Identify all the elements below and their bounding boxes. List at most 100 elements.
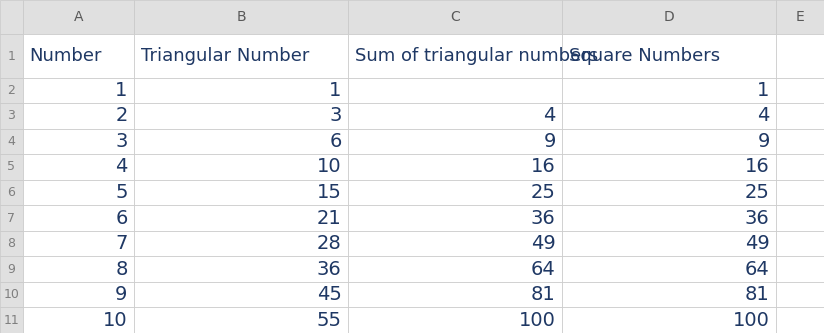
Text: 3: 3 bbox=[7, 110, 16, 123]
Bar bbox=[134, 35, 349, 78]
Bar bbox=[0, 103, 22, 129]
Bar bbox=[134, 78, 349, 103]
Bar bbox=[349, 282, 562, 307]
Text: 36: 36 bbox=[531, 208, 555, 227]
Text: 6: 6 bbox=[115, 208, 128, 227]
Bar bbox=[349, 154, 562, 180]
Text: 25: 25 bbox=[745, 183, 770, 202]
Bar bbox=[562, 154, 776, 180]
Text: B: B bbox=[236, 10, 246, 24]
Text: 9: 9 bbox=[115, 285, 128, 304]
Bar bbox=[562, 180, 776, 205]
Bar bbox=[22, 129, 134, 154]
Text: 3: 3 bbox=[330, 107, 342, 126]
Text: 7: 7 bbox=[115, 234, 128, 253]
Text: 4: 4 bbox=[115, 158, 128, 176]
Text: Triangular Number: Triangular Number bbox=[141, 47, 309, 65]
Bar bbox=[776, 231, 824, 256]
Bar bbox=[776, 78, 824, 103]
Bar bbox=[0, 35, 22, 78]
Text: 64: 64 bbox=[745, 260, 770, 279]
Text: 8: 8 bbox=[115, 260, 128, 279]
Text: 9: 9 bbox=[543, 132, 555, 151]
Text: 4: 4 bbox=[7, 135, 16, 148]
Bar bbox=[349, 256, 562, 282]
Bar bbox=[0, 282, 22, 307]
Bar bbox=[0, 205, 22, 231]
Bar bbox=[776, 256, 824, 282]
Bar bbox=[134, 231, 349, 256]
Text: 6: 6 bbox=[7, 186, 16, 199]
Bar bbox=[0, 0, 22, 35]
Bar bbox=[562, 231, 776, 256]
Text: 1: 1 bbox=[7, 50, 16, 63]
Text: 81: 81 bbox=[531, 285, 555, 304]
Text: D: D bbox=[664, 10, 675, 24]
Text: 1: 1 bbox=[330, 81, 342, 100]
Bar bbox=[349, 78, 562, 103]
Text: 55: 55 bbox=[316, 311, 342, 330]
Text: 1: 1 bbox=[757, 81, 770, 100]
Text: 10: 10 bbox=[317, 158, 342, 176]
Bar bbox=[562, 129, 776, 154]
Text: 10: 10 bbox=[103, 311, 128, 330]
Text: 3: 3 bbox=[115, 132, 128, 151]
Text: 10: 10 bbox=[3, 288, 19, 301]
Text: 64: 64 bbox=[531, 260, 555, 279]
Bar bbox=[349, 205, 562, 231]
Text: 81: 81 bbox=[745, 285, 770, 304]
Text: 36: 36 bbox=[745, 208, 770, 227]
Bar bbox=[134, 103, 349, 129]
Bar bbox=[562, 307, 776, 333]
Bar bbox=[22, 180, 134, 205]
Bar bbox=[22, 231, 134, 256]
Bar bbox=[562, 103, 776, 129]
Text: 2: 2 bbox=[115, 107, 128, 126]
Bar bbox=[22, 103, 134, 129]
Text: Number: Number bbox=[29, 47, 101, 65]
Text: 4: 4 bbox=[757, 107, 770, 126]
Bar bbox=[134, 0, 349, 35]
Bar bbox=[22, 154, 134, 180]
Bar bbox=[0, 180, 22, 205]
Text: Square Numbers: Square Numbers bbox=[569, 47, 720, 65]
Text: 2: 2 bbox=[7, 84, 16, 97]
Bar bbox=[562, 0, 776, 35]
Bar bbox=[776, 307, 824, 333]
Text: 5: 5 bbox=[115, 183, 128, 202]
Bar bbox=[776, 180, 824, 205]
Text: 4: 4 bbox=[543, 107, 555, 126]
Bar bbox=[22, 0, 134, 35]
Text: Sum of triangular numbers: Sum of triangular numbers bbox=[355, 47, 598, 65]
Text: 9: 9 bbox=[7, 263, 16, 276]
Text: 49: 49 bbox=[531, 234, 555, 253]
Bar bbox=[776, 154, 824, 180]
Bar bbox=[0, 307, 22, 333]
Bar bbox=[134, 154, 349, 180]
Bar bbox=[0, 231, 22, 256]
Bar bbox=[0, 78, 22, 103]
Text: E: E bbox=[796, 10, 804, 24]
Bar bbox=[22, 35, 134, 78]
Text: 21: 21 bbox=[317, 208, 342, 227]
Bar bbox=[0, 154, 22, 180]
Bar bbox=[562, 256, 776, 282]
Bar bbox=[562, 205, 776, 231]
Bar bbox=[22, 256, 134, 282]
Bar bbox=[776, 129, 824, 154]
Bar bbox=[349, 180, 562, 205]
Bar bbox=[134, 180, 349, 205]
Text: 49: 49 bbox=[745, 234, 770, 253]
Text: 11: 11 bbox=[3, 314, 19, 327]
Bar bbox=[22, 78, 134, 103]
Bar bbox=[134, 205, 349, 231]
Text: 6: 6 bbox=[330, 132, 342, 151]
Bar bbox=[562, 78, 776, 103]
Text: A: A bbox=[73, 10, 83, 24]
Bar bbox=[776, 0, 824, 35]
Bar bbox=[776, 103, 824, 129]
Bar bbox=[349, 103, 562, 129]
Bar bbox=[349, 129, 562, 154]
Text: 8: 8 bbox=[7, 237, 16, 250]
Text: 28: 28 bbox=[317, 234, 342, 253]
